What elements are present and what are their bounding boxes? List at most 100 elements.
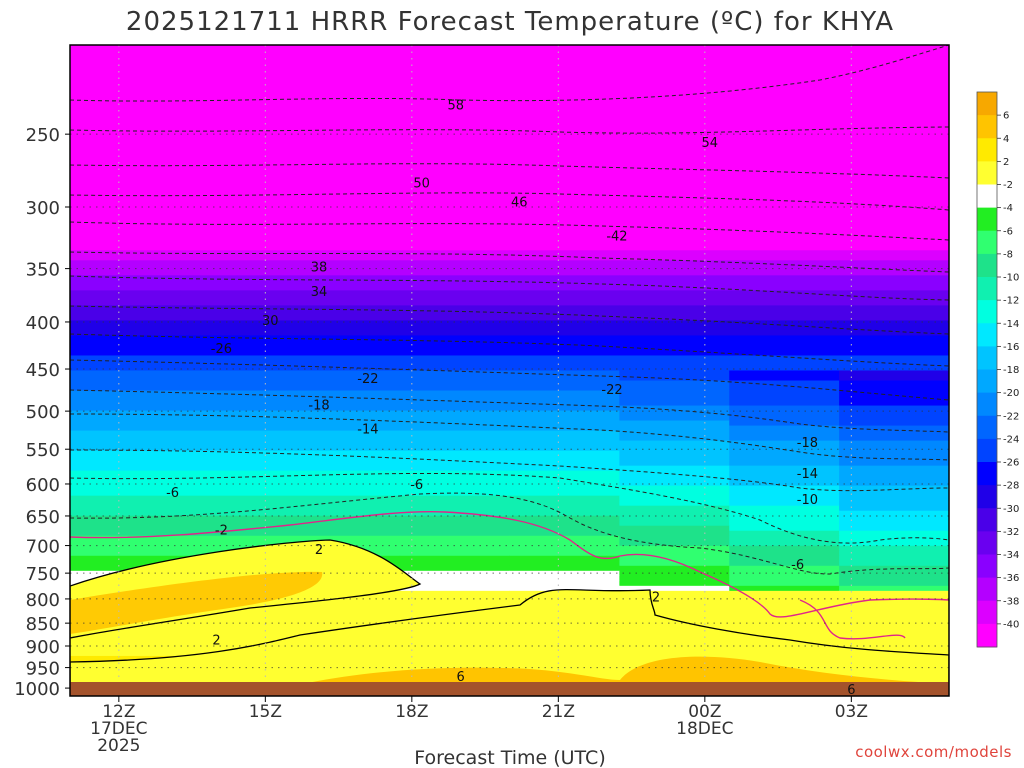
temperature-cell [509, 505, 620, 512]
temperature-cell [839, 240, 949, 246]
temperature-cell [839, 130, 949, 136]
temperature-cell [619, 380, 730, 387]
temperature-cell [70, 135, 181, 141]
temperature-cell [179, 440, 291, 447]
temperature-cell [729, 580, 840, 587]
colorbar-swatch [977, 138, 997, 162]
temperature-cell [289, 50, 401, 56]
temperature-cell [509, 235, 620, 241]
temperature-cell [839, 635, 949, 642]
temperature-cell [839, 250, 949, 256]
temperature-cell [729, 395, 840, 402]
temperature-cell [729, 610, 840, 617]
temperature-cell [289, 160, 401, 166]
temperature-cell [729, 280, 840, 286]
temperature-cell [839, 190, 949, 196]
temperature-cell [179, 275, 291, 281]
temperature-cell [70, 230, 181, 236]
temperature-cell [839, 135, 949, 141]
temperature-cell [179, 175, 291, 181]
contour-50 [70, 163, 949, 179]
temperature-cell [509, 315, 620, 322]
temperature-cell [619, 320, 730, 327]
contour-label: -2 [215, 523, 228, 538]
temperature-cell [839, 485, 949, 492]
colorbar-label: -34 [1003, 550, 1019, 561]
colorbar-label: -36 [1003, 573, 1019, 584]
temperature-cell [839, 245, 949, 251]
temperature-cell [839, 530, 949, 537]
temperature-cell [179, 340, 291, 347]
temperature-cell [399, 70, 510, 76]
temperature-cell [289, 240, 401, 246]
temperature-cell [619, 285, 730, 291]
temperature-cell [179, 350, 291, 357]
colorbar-swatch [977, 323, 997, 347]
temperature-cell [70, 290, 181, 296]
temperature-cell [70, 65, 181, 71]
temperature-cell [729, 615, 840, 622]
contour-label: 50 [413, 176, 430, 191]
colorbar-swatch [977, 207, 997, 232]
temperature-cell [729, 55, 840, 61]
temperature-cell [729, 405, 840, 412]
temperature-cell [70, 480, 181, 487]
temperature-cell [399, 245, 510, 251]
temperature-cell [399, 150, 510, 156]
temperature-cell [509, 360, 620, 367]
temperature-cell [179, 360, 291, 367]
temperature-cell [289, 445, 401, 452]
temperature-cell [839, 285, 949, 291]
temperature-cell [619, 210, 730, 216]
temperature-cell [839, 80, 949, 86]
temperature-cell [509, 200, 620, 206]
temperature-cell [70, 150, 181, 156]
contour-label: 46 [511, 196, 528, 211]
temperature-cell [729, 565, 840, 572]
temperature-cell [289, 495, 401, 502]
temperature-cell [729, 120, 840, 126]
temperature-cell [289, 100, 401, 106]
temperature-cell [509, 125, 620, 131]
contour-label: -14 [357, 422, 378, 437]
temperature-cell [839, 435, 949, 442]
temperature-cell [839, 525, 949, 532]
temperature-cell [839, 550, 949, 557]
temperature-cell [70, 445, 181, 452]
temperature-cell [289, 90, 401, 96]
temperature-cell [509, 560, 620, 567]
temperature-cell [399, 350, 510, 357]
temperature-cell [619, 355, 730, 362]
temperature-cell [70, 180, 181, 186]
temperature-cell [289, 305, 401, 312]
contour-46 [70, 192, 949, 211]
temperature-cell [509, 145, 620, 151]
temperature-cell [399, 210, 510, 216]
temperature-cell [619, 370, 730, 377]
temperature-cell [399, 555, 510, 562]
y-tick-label: 800 [26, 590, 60, 611]
temperature-cell [839, 375, 949, 382]
colorbar-label: -30 [1003, 504, 1019, 515]
contour-label: 58 [448, 98, 465, 113]
temperature-cell [619, 155, 730, 161]
temperature-cell [839, 455, 949, 462]
temperature-cell [179, 510, 291, 517]
temperature-cell [619, 605, 730, 612]
temperature-cell [509, 525, 620, 532]
colorbar-label: -40 [1003, 619, 1019, 630]
credit-link[interactable]: coolwx.com/models [855, 743, 1012, 761]
temperature-cell [619, 560, 730, 567]
contour-label: 6 [847, 683, 855, 698]
temperature-cell [399, 335, 510, 342]
temperature-cell [70, 145, 181, 151]
temperature-cell [399, 510, 510, 517]
temperature-cell [289, 465, 401, 472]
temperature-cell [289, 400, 401, 407]
temperature-cell [70, 560, 181, 567]
temperature-cell [509, 290, 620, 296]
temperature-cell [289, 195, 401, 201]
temperature-cell [179, 210, 291, 216]
temperature-cell [70, 365, 181, 372]
temperature-cell [509, 585, 620, 592]
